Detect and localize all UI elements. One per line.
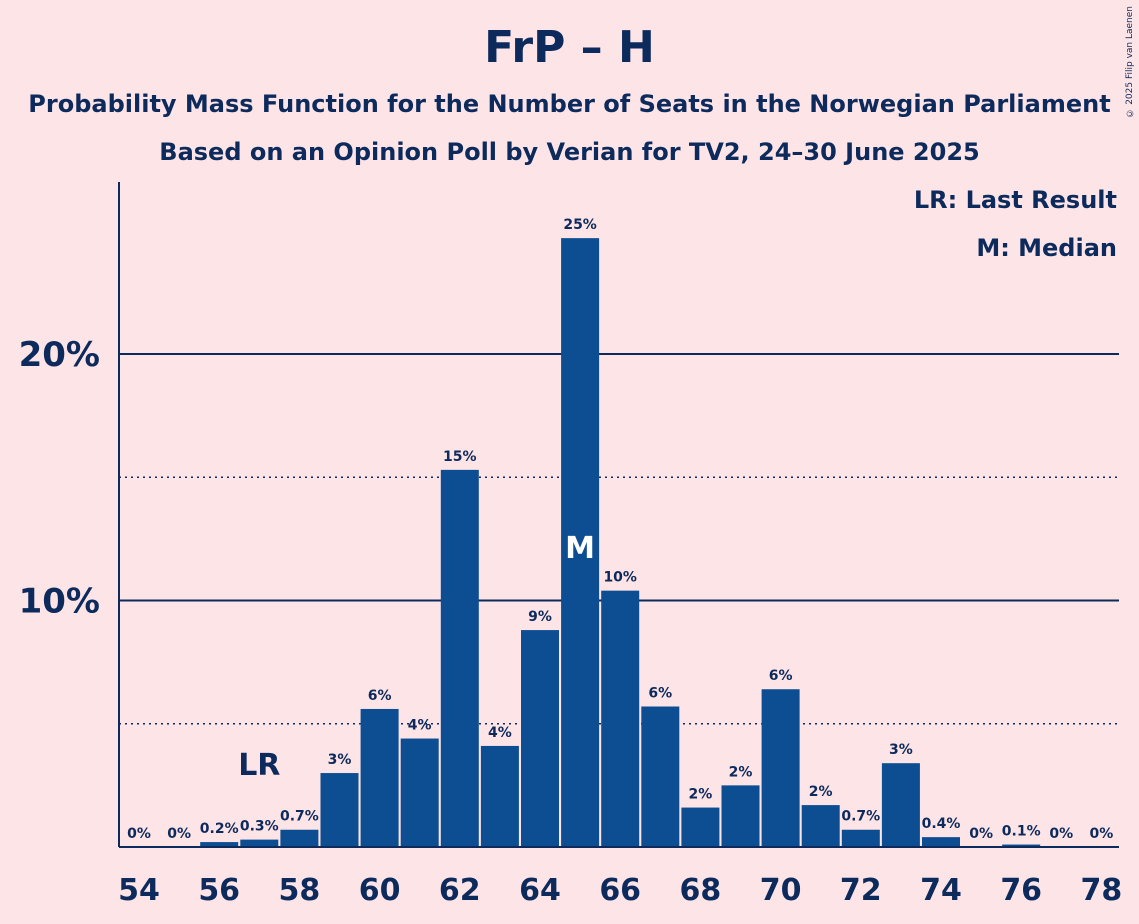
- bar-seat-71: [801, 805, 840, 847]
- x-tick-label: 70: [760, 873, 802, 908]
- x-tick-label: 54: [118, 873, 160, 908]
- bar-seat-70: [761, 689, 800, 847]
- y-tick-label: 20%: [19, 335, 100, 375]
- bar-seat-73: [881, 763, 920, 847]
- bar-seat-63: [480, 745, 519, 847]
- last-result-marker: LR: [238, 748, 280, 783]
- bar-seat-62: [440, 469, 479, 847]
- bar-seat-60: [360, 708, 399, 847]
- data-label-seat-60: 6%: [368, 688, 392, 704]
- data-label-seat-63: 4%: [488, 725, 512, 741]
- x-tick-label: 64: [519, 873, 561, 908]
- data-label-seat-66: 10%: [603, 570, 637, 586]
- x-tick-label: 62: [439, 873, 481, 908]
- bar-labels: 0% 0% 0.2% 0.3%0.7%3%6%4%15%4%9%25%10%6%2%2…: [127, 217, 1113, 842]
- data-label-seat-56: 0.2%: [200, 821, 239, 837]
- data-label-seat-76: 0.1%: [1002, 824, 1041, 840]
- legend: LR: Last Result M: Median: [914, 186, 1117, 262]
- bar-seat-66: [601, 590, 640, 847]
- data-label-seat-65: 25%: [563, 217, 597, 233]
- x-tick-label: 60: [359, 873, 401, 908]
- data-label-seat-69: 2%: [729, 764, 753, 780]
- data-label-seat-71: 2%: [809, 784, 833, 800]
- legend-entry: M: Median: [976, 234, 1117, 262]
- bar-seat-68: [681, 807, 720, 847]
- bar-seat-61: [400, 738, 439, 847]
- data-label-seat-57: 0.3%: [240, 819, 279, 835]
- data-label-seat-72: 0.7%: [841, 809, 880, 825]
- bar-seat-64: [521, 630, 559, 847]
- data-label-seat-68: 2%: [689, 787, 713, 803]
- bar-seat-57: [240, 839, 279, 847]
- legend-entry: LR: Last Result: [914, 186, 1117, 214]
- bar-seat-56: [200, 842, 239, 847]
- chart-subtitle-1: Probability Mass Function for the Number…: [28, 90, 1111, 118]
- bar-seat-65: [561, 238, 600, 847]
- x-tick-label: 56: [198, 873, 240, 908]
- data-label-seat-70: 6%: [769, 668, 793, 684]
- median-marker: M: [565, 531, 595, 566]
- x-tick-label: 72: [840, 873, 882, 908]
- data-label-seat-73: 3%: [889, 742, 913, 758]
- chart-title: FrP – H: [484, 22, 655, 73]
- data-label-seat-55: 0%: [167, 826, 191, 842]
- bar-seat-72: [841, 829, 880, 847]
- x-tick-label: 74: [920, 873, 962, 908]
- data-label-seat-59: 3%: [328, 752, 352, 768]
- axes: 10% 20% 54 56 58 60 62 64 66 68 70 72 74 76 78: [19, 182, 1123, 908]
- x-tick-label: 58: [279, 873, 321, 908]
- x-tick-label: 76: [1000, 873, 1042, 908]
- data-label-seat-54: 0%: [127, 826, 151, 842]
- bar-seat-67: [641, 706, 680, 847]
- bar-seat-74: [922, 837, 960, 847]
- data-label-seat-77: 0%: [1049, 826, 1073, 842]
- data-label-seat-62: 15%: [443, 449, 477, 465]
- bar-seat-76: [1002, 844, 1041, 847]
- bar-seat-58: [280, 829, 319, 847]
- y-tick-label: 10%: [19, 582, 100, 622]
- x-tick-label: 66: [599, 873, 641, 908]
- bar-seat-59: [320, 773, 359, 847]
- x-tick-label: 68: [680, 873, 722, 908]
- bars: [200, 238, 1041, 847]
- data-label-seat-58: 0.7%: [280, 809, 319, 825]
- data-label-seat-78: 0%: [1090, 826, 1114, 842]
- data-label-seat-74: 0.4%: [922, 816, 961, 832]
- data-label-seat-64: 9%: [528, 609, 552, 625]
- data-label-seat-75: 0%: [969, 826, 993, 842]
- data-label-seat-67: 6%: [648, 685, 672, 701]
- chart-subtitle-2: Based on an Opinion Poll by Verian for T…: [159, 138, 980, 166]
- data-label-seat-61: 4%: [408, 718, 432, 734]
- bar-seat-69: [721, 785, 760, 847]
- x-tick-label: 78: [1081, 873, 1123, 908]
